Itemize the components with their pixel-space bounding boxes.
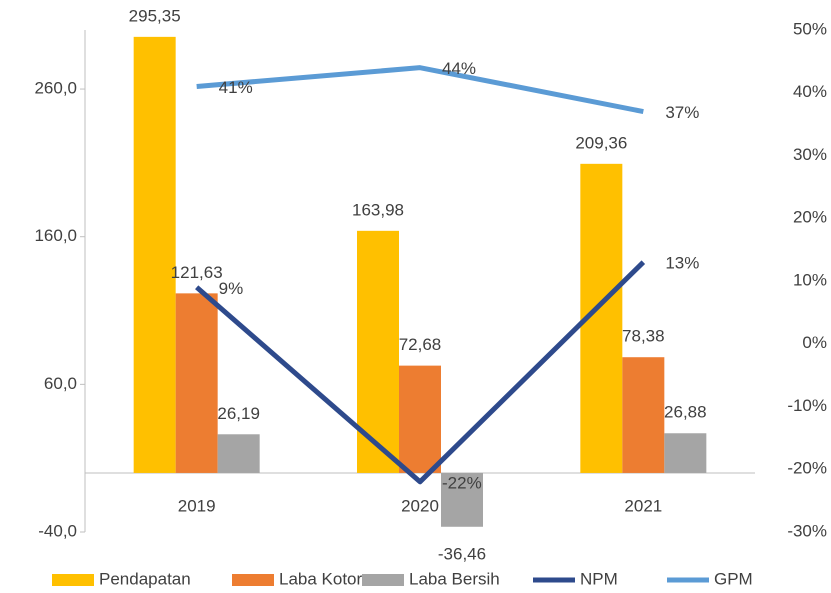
legend-label: Laba Kotor: [279, 569, 363, 588]
y2-tick-label: -20%: [787, 459, 827, 478]
y2-tick-label: 50%: [793, 19, 827, 38]
legend-label: Laba Bersih: [409, 569, 500, 588]
legend-swatch: [232, 574, 274, 586]
y2-tick-label: -30%: [787, 521, 827, 540]
legend-swatch: [52, 574, 94, 586]
y-tick-label: 160,0: [34, 226, 77, 245]
y2-tick-label: 20%: [793, 208, 827, 227]
data-label: 121,63: [171, 263, 223, 282]
data-label: -22%: [442, 473, 482, 492]
data-label: 44%: [442, 59, 476, 78]
y2-tick-label: 10%: [793, 270, 827, 289]
bar: [175, 293, 218, 473]
data-label: 26,19: [217, 404, 260, 423]
bar: [357, 230, 399, 473]
data-label: 78,38: [622, 327, 665, 346]
line: [195, 260, 646, 485]
y2-tick-label: -10%: [787, 396, 827, 415]
data-label: 9%: [219, 279, 244, 298]
y2-tick-label: 0%: [802, 333, 827, 352]
legend-label: GPM: [714, 569, 753, 588]
data-label: 72,68: [399, 335, 442, 354]
x-tick-label: 2020: [401, 496, 439, 515]
bar: [441, 472, 483, 527]
data-label: 295,35: [129, 6, 181, 25]
bar: [664, 433, 707, 473]
data-label: 37%: [665, 103, 699, 122]
y-tick-label: 60,0: [44, 374, 77, 393]
y2-tick-label: 30%: [793, 145, 827, 164]
data-label: 26,88: [664, 403, 707, 422]
line: [196, 65, 644, 115]
bar: [399, 365, 441, 473]
data-label: 41%: [219, 78, 253, 97]
data-label: 163,98: [352, 200, 404, 219]
legend-label: Pendapatan: [99, 569, 191, 588]
y-tick-label: 260,0: [34, 79, 77, 98]
bar: [217, 434, 260, 473]
y2-tick-label: 40%: [793, 82, 827, 101]
data-label: 13%: [665, 254, 699, 273]
legend-label: NPM: [580, 569, 618, 588]
legend-swatch: [362, 574, 404, 586]
data-label: 209,36: [575, 133, 627, 152]
data-label: -36,46: [438, 544, 486, 563]
x-tick-label: 2019: [178, 496, 216, 515]
bar: [133, 36, 176, 473]
x-tick-label: 2021: [624, 496, 662, 515]
bar: [622, 357, 665, 473]
y-tick-label: -40,0: [38, 521, 77, 540]
